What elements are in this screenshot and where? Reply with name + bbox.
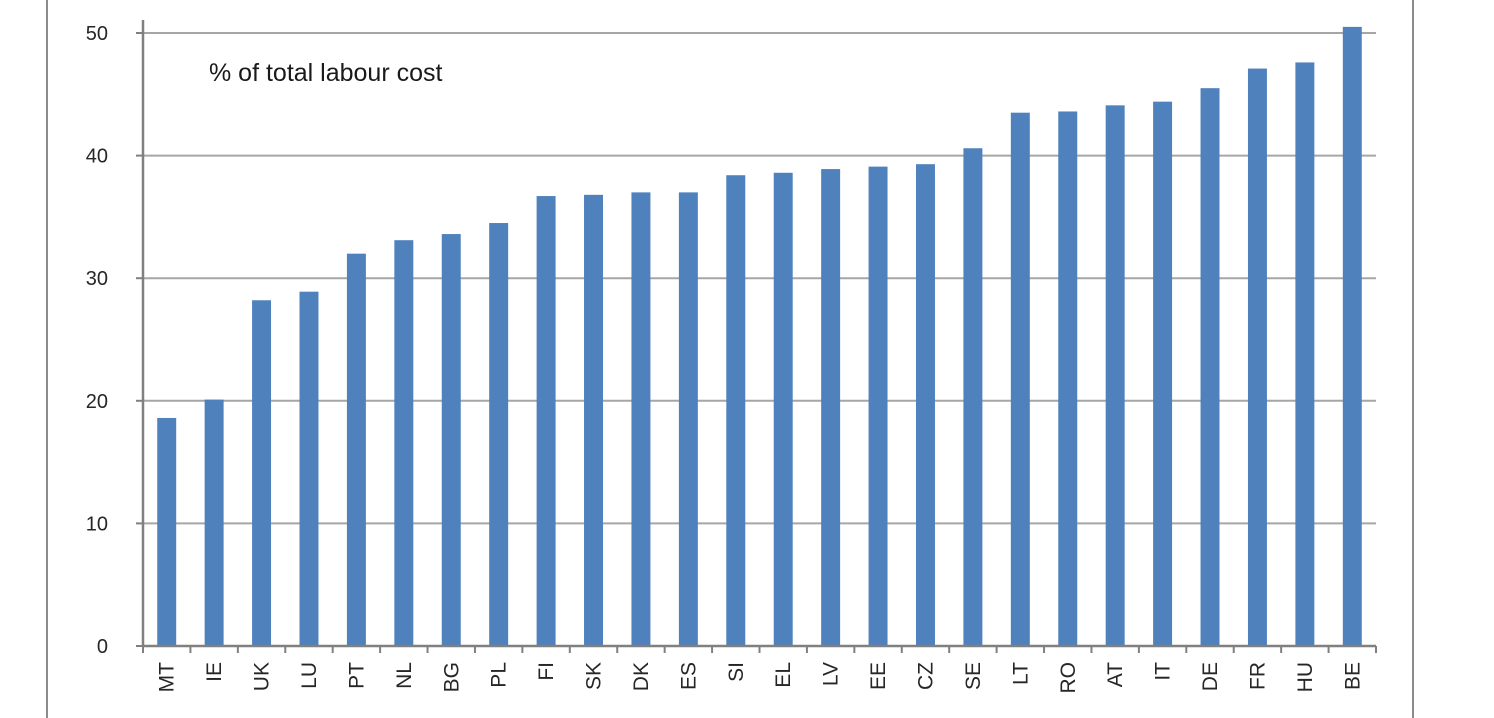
bar-pt bbox=[346, 253, 366, 646]
x-category-label: SE bbox=[962, 662, 985, 690]
chart-frame bbox=[46, 0, 1414, 718]
x-category-label: IE bbox=[203, 662, 226, 682]
bar-ie bbox=[204, 399, 224, 646]
y-tick-label: 30 bbox=[86, 268, 108, 290]
bars bbox=[157, 26, 1362, 647]
bar-at bbox=[1105, 105, 1125, 647]
bar-uk bbox=[252, 300, 272, 646]
y-tick-label: 40 bbox=[86, 146, 108, 168]
x-category-label: NL bbox=[393, 662, 416, 689]
bar-bg bbox=[441, 234, 461, 646]
x-category-label: LT bbox=[1009, 662, 1032, 685]
x-category-label: FR bbox=[1246, 662, 1269, 690]
bar-nl bbox=[394, 240, 414, 646]
bar-sk bbox=[584, 194, 604, 646]
bar-pl bbox=[489, 223, 509, 646]
bar-ro bbox=[1058, 111, 1078, 647]
bar-mt bbox=[157, 417, 177, 646]
bar-hu bbox=[1295, 62, 1315, 646]
chart-title: % of total labour cost bbox=[209, 59, 443, 87]
x-category-label: ES bbox=[677, 662, 700, 690]
bar-es bbox=[678, 192, 698, 646]
bar-lt bbox=[1010, 112, 1030, 646]
bar-it bbox=[1153, 101, 1173, 646]
x-category-label: SK bbox=[583, 662, 606, 690]
y-tick-labels: 0 10 20 30 40 50 bbox=[86, 23, 108, 658]
y-tick-label: 20 bbox=[86, 391, 108, 413]
bar-el bbox=[773, 172, 793, 646]
x-category-label: LV bbox=[820, 662, 843, 686]
x-category-label: LU bbox=[298, 662, 321, 689]
x-category-label: MT bbox=[156, 662, 179, 692]
x-category-label: DK bbox=[630, 662, 653, 691]
grid-lines bbox=[143, 32, 1376, 525]
x-category-labels: MT IE UK LU PT NL BG PL FI SK DK ES SI EL LV EE CZ SE LT RO… bbox=[156, 662, 1365, 694]
x-category-label: FI bbox=[535, 662, 558, 681]
x-category-label: IT bbox=[1152, 662, 1175, 681]
x-category-label: DE bbox=[1199, 662, 1222, 691]
bar-fi bbox=[536, 196, 556, 647]
bar-ee bbox=[868, 166, 888, 646]
bar-be bbox=[1342, 26, 1362, 647]
x-category-label: BE bbox=[1341, 662, 1364, 690]
bar-dk bbox=[631, 192, 651, 646]
x-category-label: AT bbox=[1104, 662, 1127, 687]
x-category-label: RO bbox=[1057, 662, 1080, 694]
x-category-label: UK bbox=[251, 662, 274, 691]
y-tick-label: 0 bbox=[97, 636, 108, 658]
x-category-label: EE bbox=[867, 662, 890, 690]
x-category-label: EL bbox=[772, 662, 795, 688]
x-category-label: PT bbox=[345, 662, 368, 689]
x-category-label: BG bbox=[440, 662, 463, 692]
bar-lv bbox=[821, 169, 841, 646]
bar-de bbox=[1200, 88, 1220, 647]
x-category-label: HU bbox=[1294, 662, 1317, 692]
bar-fr bbox=[1247, 68, 1267, 646]
axes bbox=[136, 20, 1377, 653]
x-category-label: SI bbox=[725, 662, 748, 682]
bar-cz bbox=[915, 164, 935, 646]
bar-se bbox=[963, 148, 983, 646]
y-tick-label: 10 bbox=[86, 513, 108, 535]
bar-si bbox=[726, 175, 746, 646]
x-category-label: CZ bbox=[914, 662, 937, 690]
y-tick-label: 50 bbox=[86, 23, 108, 45]
x-category-label: PL bbox=[488, 662, 511, 688]
bar-lu bbox=[299, 291, 319, 646]
